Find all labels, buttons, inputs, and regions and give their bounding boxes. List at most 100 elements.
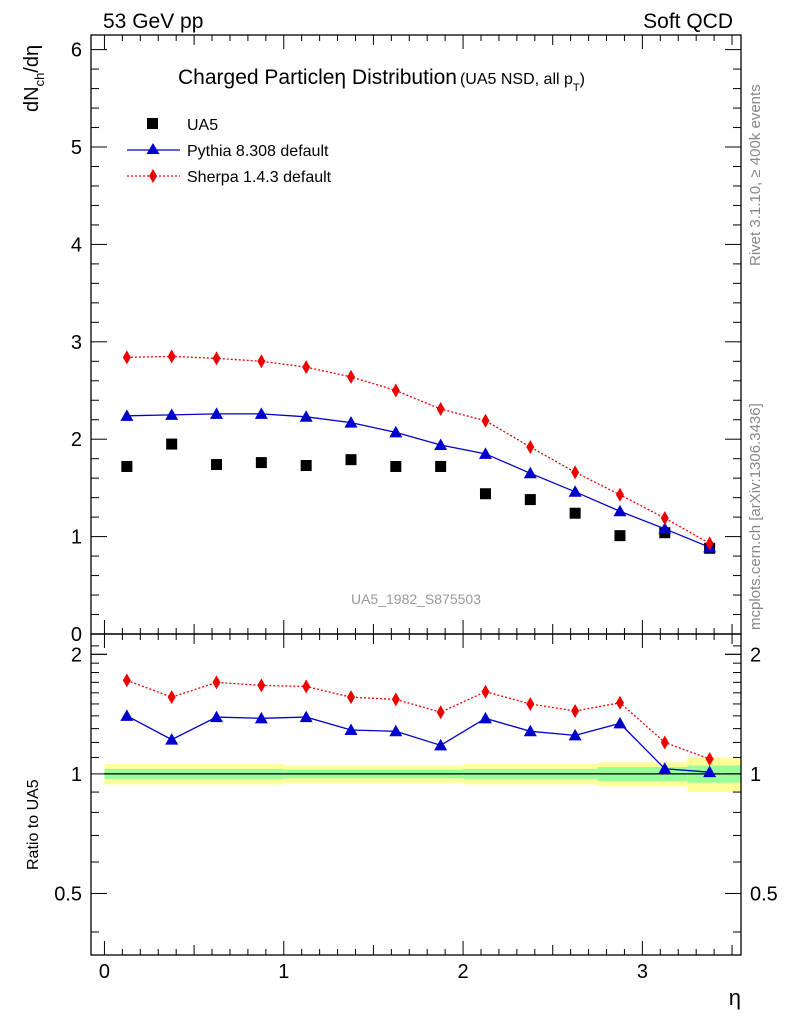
ratio-point-pythia-8-308-default — [658, 762, 672, 774]
ratio-y-tick-label: 0.5 — [54, 883, 82, 905]
ratio-point-pythia-8-308-default — [165, 733, 179, 745]
ratio-point-pythia-8-308-default — [478, 711, 492, 724]
main-point-sherpa-1-4-3-default — [167, 349, 176, 364]
main-point-sherpa-1-4-3-default — [571, 465, 580, 480]
main-point-sherpa-1-4-3-default — [436, 402, 445, 417]
ratio-point-pythia-8-308-default — [299, 710, 313, 723]
header-left-label: 53 GeV pp — [103, 10, 203, 33]
main-point-sherpa-1-4-3-default — [391, 383, 400, 398]
analysis-watermark: UA5_1982_S875503 — [351, 591, 481, 607]
main-point-ua5 — [121, 460, 133, 472]
chart-subtitle-sub: T — [573, 82, 580, 94]
main-point-sherpa-1-4-3-default — [122, 350, 131, 365]
ratio-point-pythia-8-308-default — [210, 710, 224, 723]
x-tick-label: 1 — [278, 961, 289, 983]
ratio-y-axis-label: Ratio to UA5 — [25, 779, 42, 870]
chart-subtitle: (UA5 NSD, all p — [460, 71, 573, 88]
main-point-ua5 — [569, 507, 581, 519]
x-tick-label: 0 — [99, 961, 110, 983]
legend: UA5 Pythia 8.308 default Sherpa 1.4.3 de… — [127, 117, 332, 186]
ratio-point-pythia-8-308-default — [523, 724, 537, 737]
ratio-point-pythia-8-308-default — [434, 738, 448, 751]
rivet-version-label: Rivet 3.1.10, ≥ 400k events — [747, 84, 764, 266]
main-point-pythia-8-308-default — [568, 485, 582, 497]
main-point-pythia-8-308-default — [478, 447, 492, 459]
chart-title: Charged Particleη Distribution (UA5 NSD, … — [178, 66, 585, 94]
ratio-point-sherpa-1-4-3-default — [660, 735, 669, 750]
main-point-pythia-8-308-default — [344, 416, 358, 428]
y-tick-label: 3 — [71, 332, 82, 354]
x-tick-label: 3 — [637, 961, 648, 983]
ratio-point-pythia-8-308-default — [613, 716, 627, 729]
ratio-point-sherpa-1-4-3-default — [302, 679, 311, 694]
main-y-axis-label-sub: ch — [32, 73, 47, 87]
main-point-sherpa-1-4-3-default — [347, 369, 355, 384]
main-point-pythia-8-308-default — [254, 407, 268, 419]
ratio-point-sherpa-1-4-3-default — [436, 705, 445, 720]
ratio-point-pythia-8-308-default — [254, 711, 268, 724]
ratio-line-sherpa-1-4-3-default — [126, 679, 710, 760]
ratio-point-sherpa-1-4-3-default — [526, 696, 535, 711]
main-y-axis-label-end: /dη — [21, 45, 43, 73]
y-tick-label: 1 — [71, 527, 82, 549]
main-line-pythia-8-308-default — [126, 413, 710, 548]
ratio-point-sherpa-1-4-3-default — [615, 695, 624, 710]
legend-label-sherpa: Sherpa 1.4.3 default — [187, 169, 332, 186]
main-point-pythia-8-308-default — [613, 504, 627, 517]
tick-labels: 0 1 2 3 0 1 2 3 4 5 6 0.5 0.5 1 1 2 2 — [54, 40, 778, 983]
ratio-line-pythia-8-308-default — [126, 715, 710, 773]
ratio-plot-frame — [90, 633, 742, 956]
main-point-pythia-8-308-default — [434, 438, 448, 451]
main-y-axis-label: dNch/dη — [21, 45, 47, 112]
ratio-point-sherpa-1-4-3-default — [257, 678, 266, 693]
ratio-y-tick-label: 1 — [71, 764, 82, 786]
main-point-pythia-8-308-default — [523, 466, 537, 479]
x-tick-label: 2 — [458, 961, 469, 983]
main-point-ua5 — [390, 460, 402, 472]
ratio-point-sherpa-1-4-3-default — [347, 690, 355, 705]
ratio-y-tick-label-right: 2 — [750, 644, 761, 666]
main-point-sherpa-1-4-3-default — [526, 439, 535, 454]
main-point-pythia-8-308-default — [210, 407, 224, 419]
ratio-point-sherpa-1-4-3-default — [391, 692, 400, 707]
x-axis-label: η — [729, 985, 741, 1010]
y-tick-label: 5 — [71, 137, 82, 159]
main-point-pythia-8-308-default — [389, 425, 403, 438]
mcplots-credit-label: mcplots.cern.ch [arXiv:1306.3436] — [747, 403, 764, 630]
y-tick-label: 0 — [71, 624, 82, 646]
main-line-sherpa-1-4-3-default — [126, 355, 710, 544]
main-point-sherpa-1-4-3-default — [212, 351, 221, 366]
ratio-y-tick-label-right: 0.5 — [750, 883, 778, 905]
main-point-ua5 — [211, 459, 223, 471]
ratio-point-sherpa-1-4-3-default — [571, 703, 580, 718]
main-point-sherpa-1-4-3-default — [705, 536, 714, 551]
plot-frames — [90, 34, 742, 956]
ratio-y-tick-label-right: 1 — [750, 764, 761, 786]
main-point-ua5 — [255, 457, 267, 469]
main-point-sherpa-1-4-3-default — [302, 360, 311, 375]
legend-marker-sherpa — [149, 169, 157, 183]
main-point-ua5 — [300, 460, 312, 472]
main-point-ua5 — [524, 494, 536, 506]
legend-marker-ua5 — [147, 118, 158, 129]
main-point-sherpa-1-4-3-default — [660, 511, 669, 526]
ratio-point-pythia-8-308-default — [703, 765, 717, 778]
uncertainty-bands — [104, 757, 741, 793]
ratio-point-pythia-8-308-default — [344, 723, 358, 735]
ratio-point-pythia-8-308-default — [389, 724, 403, 737]
main-y-axis-label-main: dN — [21, 86, 43, 112]
y-tick-label: 2 — [71, 429, 82, 451]
y-tick-label: 6 — [71, 40, 82, 62]
header-right-label: Soft QCD — [643, 10, 733, 33]
legend-marker-pythia — [146, 143, 160, 154]
main-point-sherpa-1-4-3-default — [481, 413, 490, 428]
ratio-point-pythia-8-308-default — [568, 728, 582, 741]
legend-label-pythia: Pythia 8.308 default — [187, 143, 329, 160]
main-point-ua5 — [435, 460, 447, 472]
ratio-point-pythia-8-308-default — [120, 709, 134, 721]
ratio-point-sherpa-1-4-3-default — [167, 690, 176, 705]
main-point-pythia-8-308-default — [120, 409, 134, 421]
main-point-pythia-8-308-default — [658, 522, 672, 534]
data-series — [120, 349, 717, 778]
